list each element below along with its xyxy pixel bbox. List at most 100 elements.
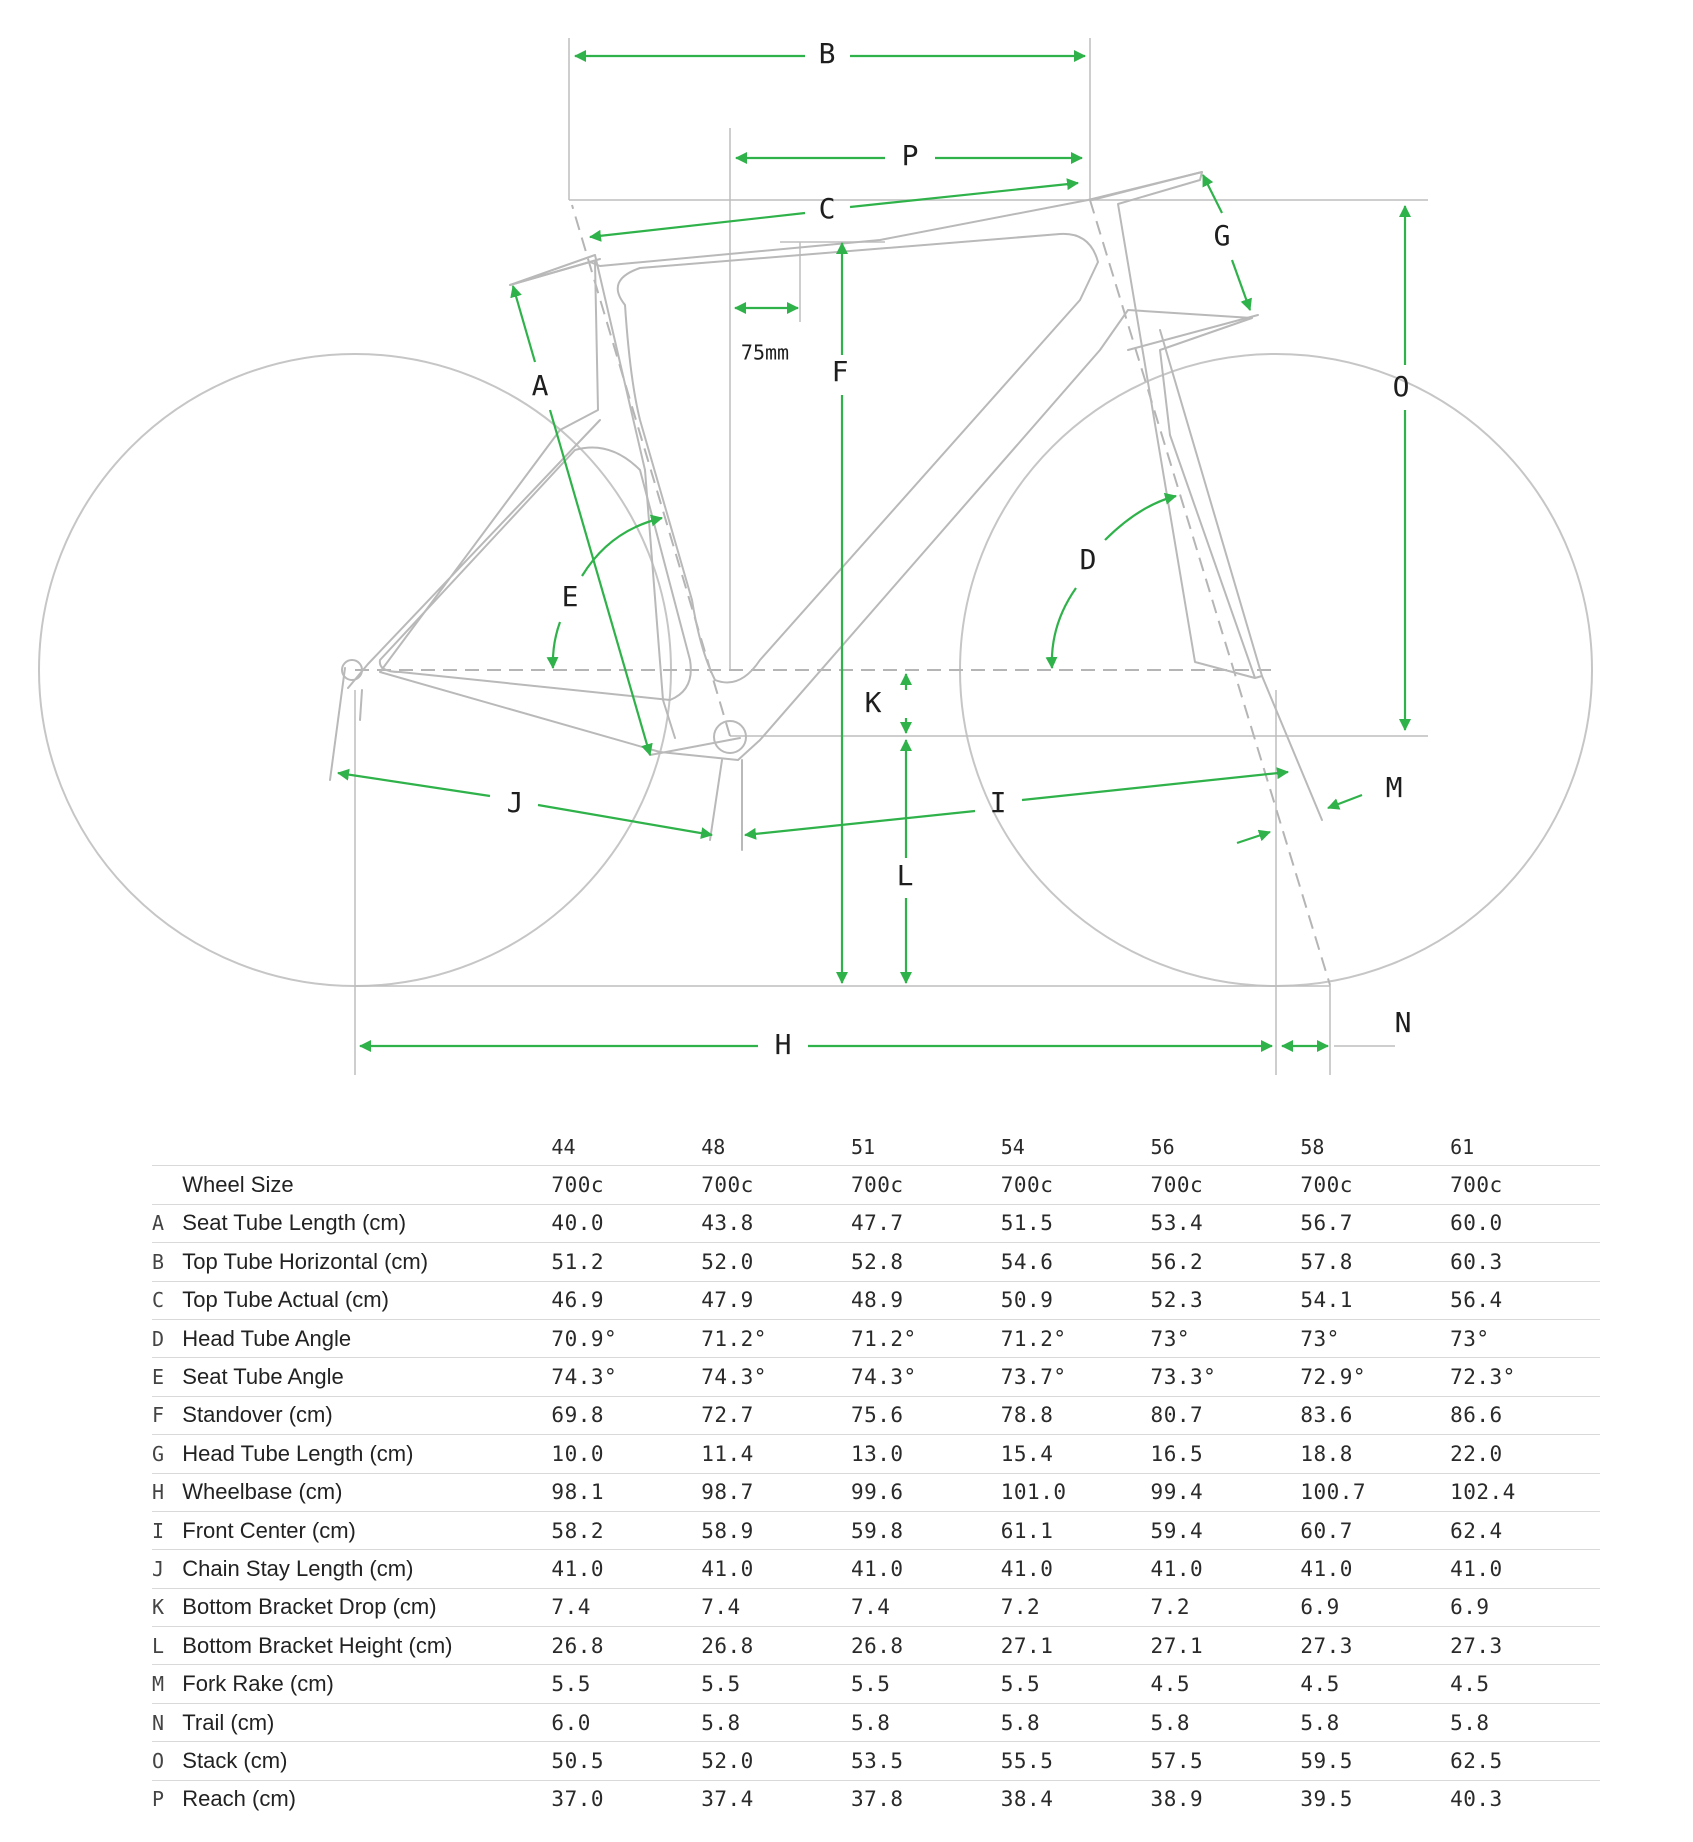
- row-value: 73.7°: [1000, 1357, 1151, 1397]
- row-value: 46.9: [551, 1280, 702, 1320]
- bike-geometry-diagram: B P C G O A F 75mm E D K L J I M H N: [38, 37, 1593, 1075]
- seatpost-stub: [509, 258, 601, 286]
- row-value: 40.3: [1450, 1779, 1600, 1819]
- row-letter: P: [152, 1779, 183, 1819]
- size-header: 56: [1150, 1134, 1175, 1159]
- dim-j-arrow-left: [337, 768, 491, 798]
- row-label: Bottom Bracket Drop (cm): [182, 1587, 552, 1627]
- row-letter: L: [152, 1626, 183, 1665]
- row-value: 41.0: [551, 1549, 702, 1589]
- dim-i-arrow-right: [1021, 767, 1289, 802]
- row-value: 27.1: [1150, 1626, 1301, 1665]
- row-label: Head Tube Angle: [182, 1318, 552, 1358]
- table-row: L Bottom Bracket Height (cm) 26.8 26.8 26.8 2…: [152, 1626, 1600, 1665]
- geometry-table-body: Wheel Size 700c 700c 700c 700c 700c 700c 700c A S…: [152, 1165, 1600, 1819]
- row-value: 4.5: [1300, 1664, 1451, 1704]
- label-b: B: [819, 37, 836, 70]
- row-letter: B: [152, 1242, 183, 1282]
- table-row: D Head Tube Angle 70.9° 71.2° 71.2° 71.2° 73° 7…: [152, 1318, 1600, 1358]
- row-value: 6.0: [551, 1702, 702, 1742]
- frame-outer: [347, 171, 1263, 761]
- dim-a-arrow-up: [510, 285, 537, 363]
- table-row: P Reach (cm) 37.0 37.4 37.8 38.4 38.9 39.5 40.3: [152, 1779, 1600, 1819]
- row-letter: O: [152, 1741, 183, 1781]
- row-value: 60.7: [1300, 1510, 1451, 1550]
- row-value: 52.3: [1150, 1280, 1301, 1320]
- row-value: 5.8: [850, 1702, 1001, 1742]
- row-value: 98.7: [701, 1472, 851, 1512]
- row-label: Seat Tube Angle: [182, 1357, 552, 1397]
- row-value: 50.5: [551, 1741, 702, 1781]
- row-value: 5.8: [1000, 1702, 1151, 1742]
- size-header: 61: [1450, 1134, 1475, 1159]
- row-value: 54.6: [1000, 1242, 1151, 1282]
- row-label: Standover (cm): [182, 1395, 552, 1435]
- row-value: 26.8: [701, 1626, 851, 1665]
- label-c: C: [819, 192, 836, 225]
- row-letter: I: [152, 1510, 183, 1550]
- row-value: 27.3: [1300, 1626, 1451, 1665]
- label-o: O: [1393, 370, 1410, 403]
- table-row: A Seat Tube Length (cm) 40.0 43.8 47.7 51.5 53…: [152, 1203, 1600, 1243]
- row-value: 41.0: [1000, 1549, 1151, 1589]
- size-header: 58: [1300, 1134, 1325, 1159]
- row-value: 47.7: [850, 1203, 1001, 1243]
- row-value: 5.8: [1150, 1702, 1301, 1742]
- row-value: 41.0: [1300, 1549, 1451, 1589]
- row-letter: M: [152, 1664, 183, 1704]
- row-label: Fork Rake (cm): [182, 1664, 552, 1704]
- label-h: H: [775, 1028, 792, 1061]
- header-label-blank: [182, 1128, 551, 1166]
- dim-m-arrow: [1327, 793, 1363, 810]
- row-letter: A: [152, 1203, 183, 1243]
- label-m: M: [1386, 771, 1403, 804]
- row-value: 52.8: [850, 1242, 1001, 1282]
- row-label: Front Center (cm): [182, 1510, 552, 1550]
- row-value: 50.9: [1000, 1280, 1151, 1320]
- row-label: Reach (cm): [182, 1779, 552, 1819]
- row-letter: J: [152, 1549, 183, 1589]
- row-value: 13.0: [850, 1434, 1001, 1474]
- handlebar-stub: [1091, 171, 1203, 201]
- row-label: Bottom Bracket Height (cm): [182, 1626, 552, 1665]
- row-value: 53.4: [1150, 1203, 1301, 1243]
- row-value: 56.7: [1300, 1203, 1451, 1243]
- row-label: Trail (cm): [182, 1702, 552, 1742]
- row-value: 4.5: [1450, 1664, 1600, 1704]
- row-value: 41.0: [701, 1549, 851, 1589]
- row-value: 100.7: [1300, 1472, 1451, 1512]
- row-value: 78.8: [1000, 1395, 1151, 1435]
- row-value: 26.8: [551, 1626, 702, 1665]
- label-g: G: [1214, 219, 1231, 252]
- dim-g-arrow-down: [1230, 259, 1252, 311]
- row-value: 60.3: [1450, 1242, 1600, 1282]
- row-value: 38.9: [1150, 1779, 1301, 1819]
- row-letter: C: [152, 1280, 183, 1320]
- rear-dropout: [341, 659, 363, 681]
- geometry-table: 44 48 51 54 56 58 61 Wheel Size 700c 700c 7…: [152, 1128, 1600, 1819]
- label-75mm: 75mm: [741, 341, 789, 365]
- row-value: 73°: [1150, 1318, 1301, 1358]
- row-value: 16.5: [1150, 1434, 1301, 1474]
- table-row: C Top Tube Actual (cm) 46.9 47.9 48.9 50.9 52.…: [152, 1280, 1600, 1320]
- row-label: Seat Tube Length (cm): [182, 1203, 552, 1243]
- row-value: 56.2: [1150, 1242, 1301, 1282]
- table-row: K Bottom Bracket Drop (cm) 7.4 7.4 7.4 7.2 7.2…: [152, 1587, 1600, 1627]
- row-value: 57.5: [1150, 1741, 1301, 1781]
- steering-axis: [1089, 199, 1331, 986]
- label-n: N: [1395, 1006, 1412, 1039]
- dim-e-arc-up: [581, 514, 663, 577]
- row-value: 37.4: [701, 1779, 851, 1819]
- size-header: 54: [1000, 1134, 1025, 1159]
- row-value: 58.9: [701, 1510, 851, 1550]
- bb-shell-legs: [709, 759, 743, 851]
- label-f: F: [832, 355, 849, 388]
- row-value: 72.7: [701, 1395, 851, 1435]
- row-label: Top Tube Horizontal (cm): [182, 1242, 552, 1282]
- row-value: 5.5: [551, 1664, 702, 1704]
- table-row: Wheel Size 700c 700c 700c 700c 700c 700c 700c: [152, 1165, 1600, 1205]
- row-value: 59.8: [850, 1510, 1001, 1550]
- row-value: 55.5: [1000, 1741, 1151, 1781]
- row-value: 73°: [1300, 1318, 1451, 1358]
- row-value: 52.0: [701, 1242, 851, 1282]
